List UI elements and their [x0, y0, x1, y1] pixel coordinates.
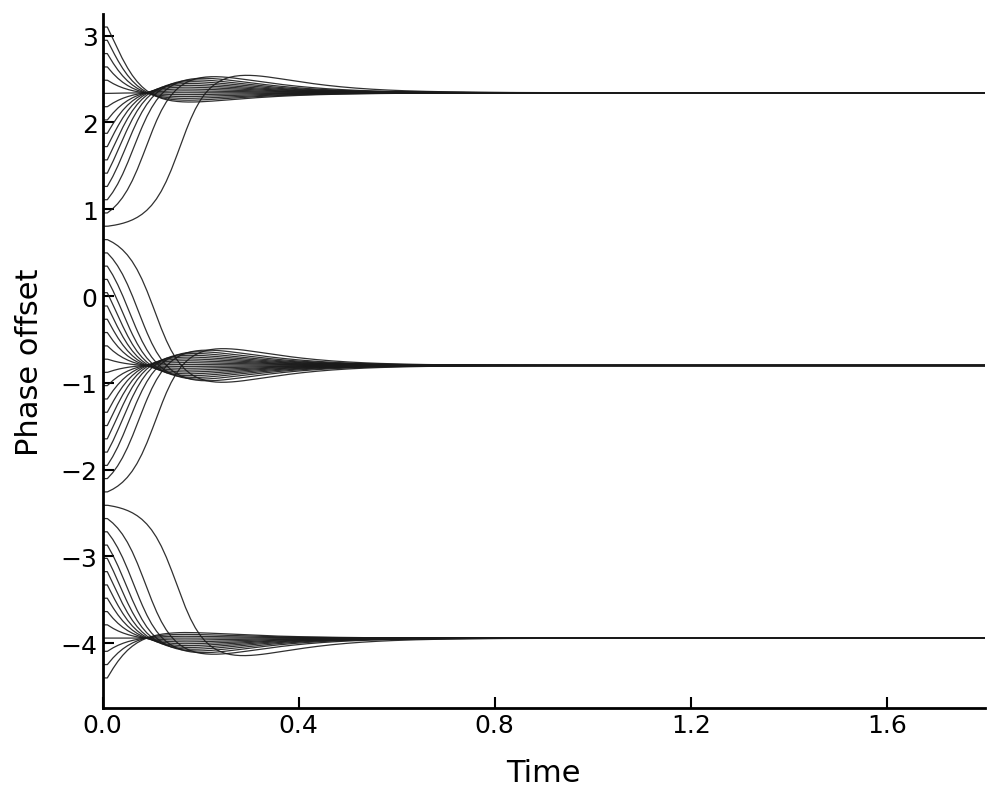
X-axis label: Time: Time — [507, 758, 581, 787]
Y-axis label: Phase offset: Phase offset — [15, 268, 44, 456]
